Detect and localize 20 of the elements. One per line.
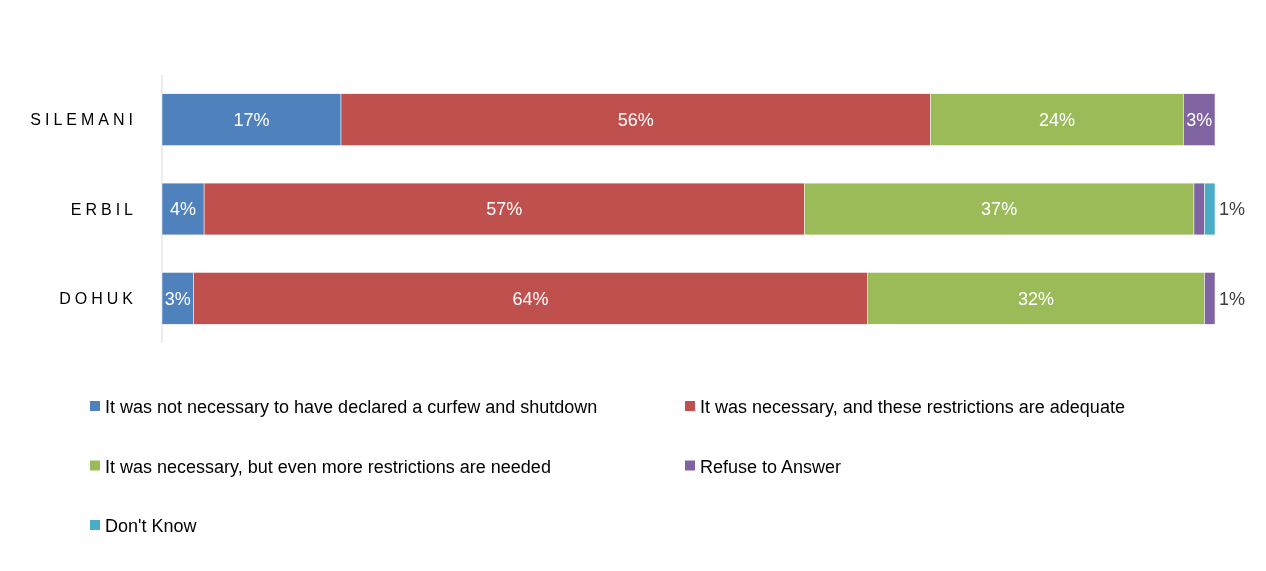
data-label: 17% — [233, 109, 270, 130]
data-label: 4% — [170, 199, 197, 220]
legend-label: Don't Know — [105, 516, 198, 537]
data-label: 64% — [512, 288, 549, 309]
y-tick-label: ERBIL — [70, 200, 137, 218]
legend-label: It was necessary, but even more restrictions are needed — [105, 456, 551, 477]
data-label: 1% — [1219, 288, 1246, 309]
data-label: 32% — [1017, 288, 1055, 309]
data-label: 24% — [1039, 109, 1076, 130]
legend-label: Refuse to Answer — [700, 456, 842, 477]
data-label: 56% — [617, 109, 654, 130]
data-label: 3% — [1186, 109, 1213, 130]
data-label: 37% — [981, 199, 1018, 220]
y-tick-label: DOHUK — [59, 289, 137, 307]
data-label: 1% — [1219, 199, 1246, 220]
data-label: 3% — [164, 288, 191, 309]
legend-label: It was not necessary to have declared a curfew and shutdown — [105, 397, 598, 418]
legend-label: It was necessary, and these restrictions are adequate — [700, 397, 1125, 418]
data-label: 57% — [486, 199, 523, 220]
y-tick-label: SILEMANI — [30, 111, 137, 129]
